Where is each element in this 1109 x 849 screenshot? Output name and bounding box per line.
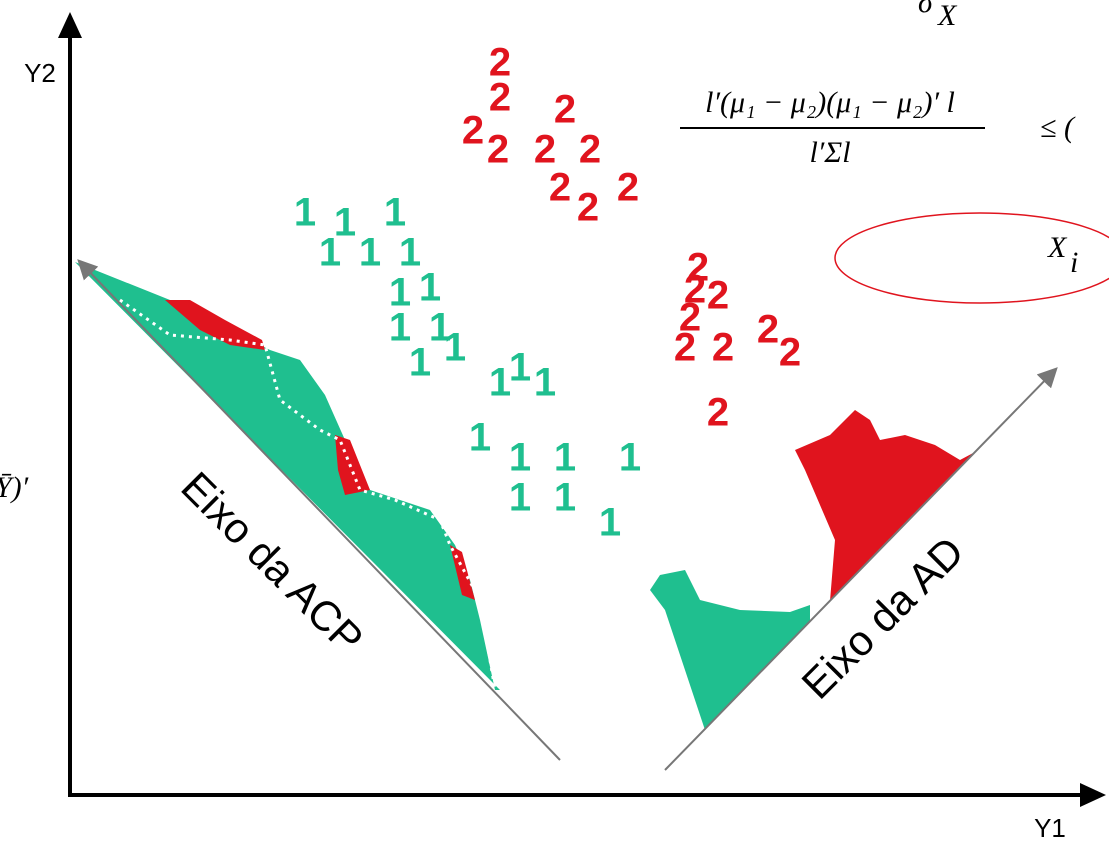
class-2-point: 2 [579,128,601,172]
class-2-point: 2 [534,128,556,172]
class-1-point: 1 [619,436,641,480]
class-1-point: 1 [389,306,411,350]
class-1-point: 1 [409,341,431,385]
class-2-point: 2 [577,186,599,230]
formula-top-sub: X [937,0,958,32]
class-1-point: 1 [534,361,556,405]
class-1-point: 1 [489,361,511,405]
formula-left: Ȳ)′ [0,471,29,504]
class-1-point: 1 [554,476,576,520]
pca-red-density [450,545,475,600]
da-axis-name: Eixo da AD [793,528,973,708]
da-red-density [795,410,975,601]
class-1-point: 1 [429,306,451,350]
class-1-point: 1 [509,346,531,390]
da-green-density [650,570,810,730]
class-2-point: 2 [707,274,729,318]
class-2-point: 2 [679,296,701,340]
class-2-point: 2 [487,128,509,172]
x-axis-arrow [1080,783,1106,807]
pca-red-density [165,300,265,350]
highlight-ellipse [834,212,1109,304]
class-2-point: 2 [674,326,696,370]
class-1-point: 1 [334,201,356,245]
pca-axis [77,259,561,761]
y-axis-label: Y2 [24,58,56,88]
class-1-point: 1 [509,476,531,520]
class-2-point: 2 [779,331,801,375]
class-2-point: 2 [712,326,734,370]
class-1-point: 1 [384,191,406,235]
da-axis [664,367,1058,771]
class-1-point: 1 [444,326,466,370]
class-1-point: 1 [389,271,411,315]
formula-relation: ≤ ( [1040,111,1076,144]
class-2-point: 2 [617,166,639,210]
formula-numerator: l′(μ₁ − μ₂)(μ₁ − μ₂)′ l [705,86,955,119]
class-2-point: 2 [462,109,484,153]
class-2-point: 2 [554,88,576,132]
x-axis-label: Y1 [1034,813,1066,843]
formula-top: σ [918,0,934,19]
class-2-point: 2 [549,166,571,210]
class-2-point: 2 [489,41,511,85]
class-2-point: 2 [684,268,706,312]
formula-circled-sub: i [1070,246,1078,279]
class-1-point: 1 [599,501,621,545]
class-2-point: 2 [489,76,511,120]
class-2-point: 2 [687,246,709,290]
class-1-point: 1 [399,231,421,275]
class-2-point: 2 [757,308,779,352]
class-2-point: 2 [707,391,729,435]
class-1-point: 1 [554,436,576,480]
class-1-point: 1 [319,231,341,275]
class-1-point: 1 [469,416,491,460]
class-1-point: 1 [509,436,531,480]
y-axis-arrow [58,12,82,38]
class-1-point: 1 [294,191,316,235]
class-1-point: 1 [419,266,441,310]
pca-dotted-curve [119,298,497,691]
formula-denominator: l′Σl [809,136,850,169]
formula-circled: X [1047,231,1068,264]
class-1-point: 1 [359,231,381,275]
